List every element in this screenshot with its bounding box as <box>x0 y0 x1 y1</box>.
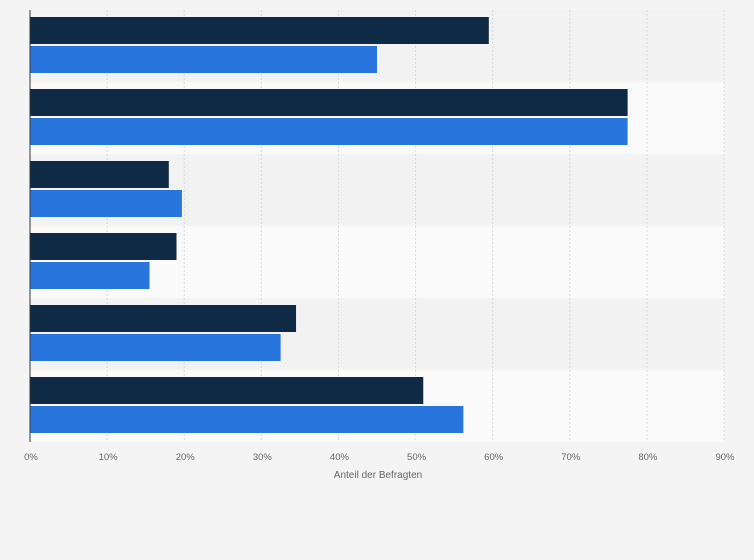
x-tick-label: 90% <box>715 452 735 463</box>
bar <box>30 305 297 332</box>
bar <box>30 118 628 145</box>
x-tick-label: 40% <box>330 452 350 463</box>
x-tick-labels: 0% 10% 20% 30% 40% 50% 60% 70% 80% 90% <box>24 452 735 463</box>
bar <box>30 406 464 433</box>
x-tick-label: 50% <box>407 452 427 463</box>
bar <box>30 89 628 116</box>
x-tick-label: 0% <box>24 452 38 463</box>
bar <box>30 190 182 217</box>
x-tick-label: 10% <box>99 452 119 463</box>
bar <box>30 161 169 188</box>
x-tick-label: 20% <box>176 452 196 463</box>
x-tick-label: 60% <box>484 452 504 463</box>
bar <box>30 262 150 289</box>
gridlines <box>106 10 725 442</box>
x-tick-label: 80% <box>638 452 658 463</box>
x-tick-label: 70% <box>561 452 581 463</box>
bars <box>30 17 628 433</box>
x-tick-label: 30% <box>253 452 273 463</box>
bar <box>30 17 489 44</box>
bar <box>30 377 424 404</box>
x-axis-title: Anteil der Befragten <box>334 470 422 481</box>
bar <box>30 233 177 260</box>
bar <box>30 46 377 73</box>
bar <box>30 334 281 361</box>
